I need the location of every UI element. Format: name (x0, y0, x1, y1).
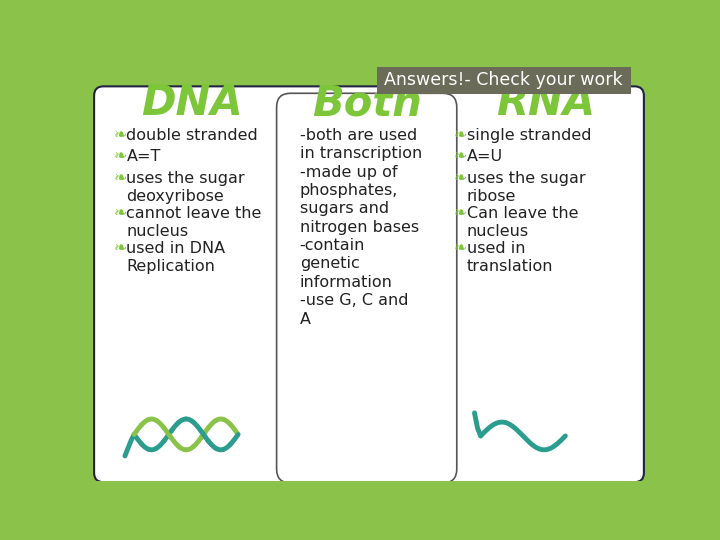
Text: ❧: ❧ (454, 128, 467, 143)
Text: A=U: A=U (467, 150, 503, 164)
Text: ❧: ❧ (113, 128, 127, 143)
FancyBboxPatch shape (276, 93, 456, 483)
FancyBboxPatch shape (94, 86, 644, 482)
Text: single stranded: single stranded (467, 128, 591, 143)
Text: uses the sugar
ribose: uses the sugar ribose (467, 171, 585, 204)
Text: used in DNA
Replication: used in DNA Replication (127, 241, 225, 274)
Text: uses the sugar
deoxyribose: uses the sugar deoxyribose (127, 171, 245, 204)
Text: used in
translation: used in translation (467, 241, 553, 274)
Text: Can leave the
nucleus: Can leave the nucleus (467, 206, 578, 239)
Text: Answers!- Check your work: Answers!- Check your work (384, 71, 623, 89)
Text: Both: Both (312, 82, 422, 124)
Text: DNA: DNA (141, 82, 243, 124)
Text: ❧: ❧ (454, 150, 467, 164)
Text: A=T: A=T (127, 150, 161, 164)
Text: ❧: ❧ (454, 241, 467, 256)
Text: ❧: ❧ (113, 171, 127, 186)
Text: ❧: ❧ (113, 150, 127, 164)
Text: double stranded: double stranded (127, 128, 258, 143)
Text: ❧: ❧ (454, 206, 467, 221)
Text: -both are used
in transcription
-made up of
phosphates,
sugars and
nitrogen base: -both are used in transcription -made up… (300, 128, 422, 327)
Text: RNA: RNA (497, 82, 595, 124)
Text: cannot leave the
nucleus: cannot leave the nucleus (127, 206, 262, 239)
Text: ❧: ❧ (113, 241, 127, 256)
Text: ❧: ❧ (454, 171, 467, 186)
Text: ❧: ❧ (113, 206, 127, 221)
Bar (377, 67, 631, 94)
